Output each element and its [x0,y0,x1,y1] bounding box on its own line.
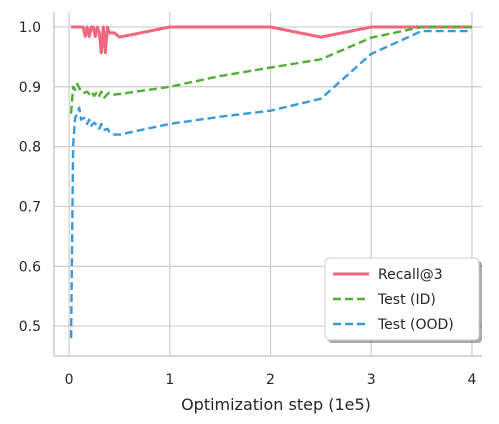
series-line-3 [69,29,472,339]
y-tick-label: 1.0 [19,20,41,36]
x-tick-label: 2 [266,372,275,388]
series-line-2 [69,25,472,114]
y-tick-label: 0.6 [19,259,41,275]
legend-label: Test (ID) [377,292,436,308]
y-tick-label: 0.7 [19,199,41,215]
grid-lines [54,12,482,356]
legend-label: Test (OOD) [377,317,454,333]
series-lines [69,25,472,339]
x-tick-label: 0 [65,372,74,388]
axes [53,12,482,357]
y-tick-label: 0.9 [19,80,41,96]
x-tick-label: 3 [367,372,376,388]
x-axis-label: Optimization step (1e5) [181,395,371,414]
series-line-1 [71,25,472,55]
y-tick-label: 0.8 [19,140,41,156]
x-tick-label: 1 [165,372,174,388]
x-tick-label: 4 [467,372,476,388]
legend: Recall@3 Test (ID) Test (OOD) [324,257,482,343]
y-tick-label: 0.5 [19,319,41,335]
legend-label: Recall@3 [378,267,443,283]
legend-box [324,257,480,341]
tick-labels: 0 1 2 3 4 0.5 0.6 0.7 0.8 0.9 1.0 [19,20,477,388]
